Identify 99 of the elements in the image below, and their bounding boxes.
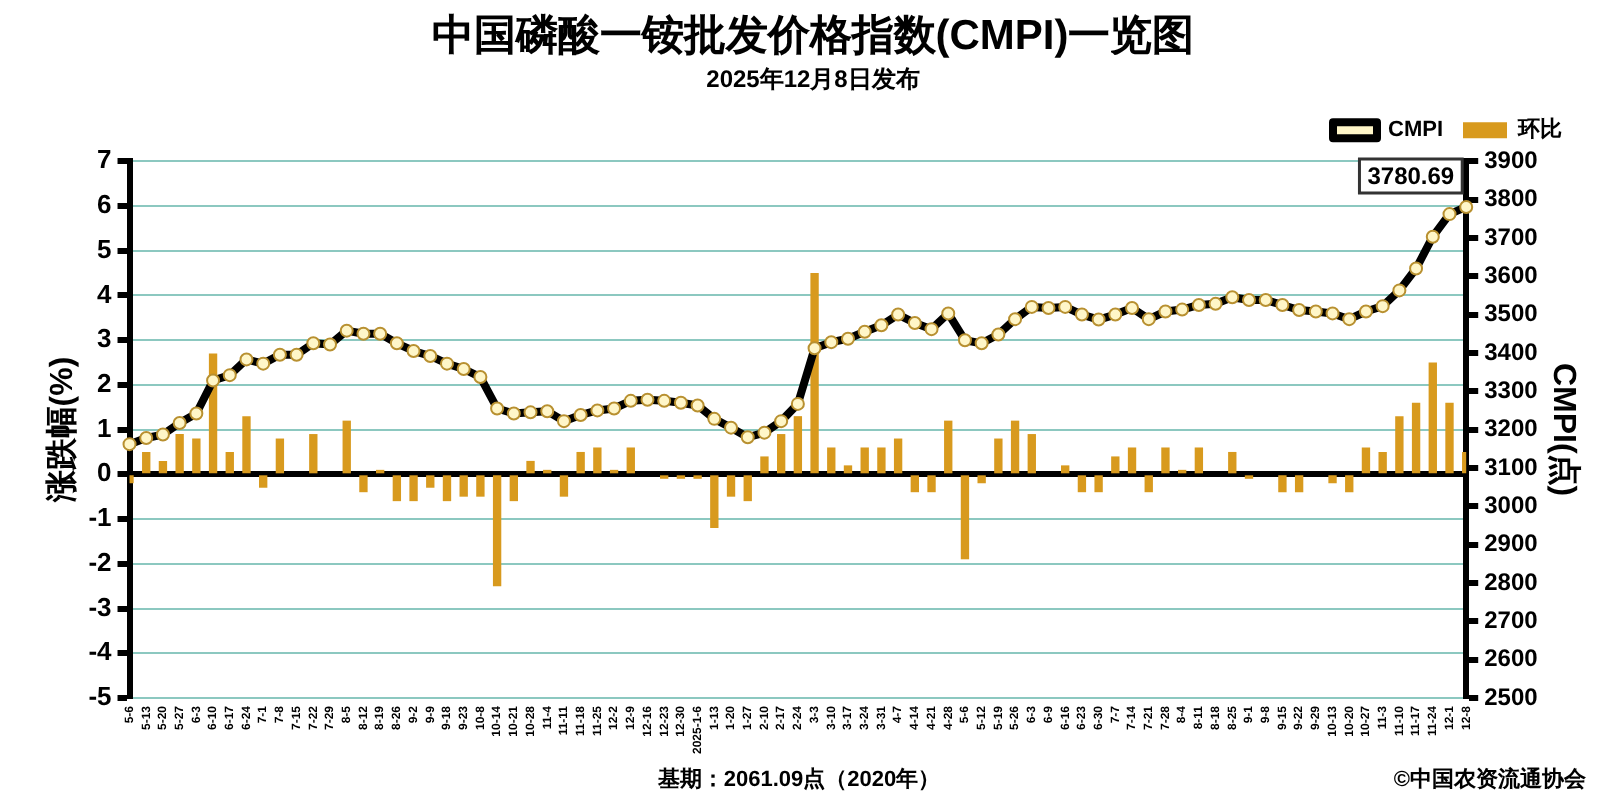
y2-tick-label: 3000 — [1484, 490, 1539, 519]
bar — [492, 475, 502, 587]
data-label: 3780.69 — [1367, 161, 1455, 190]
bar — [476, 475, 485, 497]
bar — [242, 416, 251, 474]
bar — [1111, 456, 1120, 474]
y2-tick-label: 2800 — [1484, 567, 1539, 596]
y-tick-label: 1 — [97, 412, 112, 443]
bar — [259, 475, 268, 488]
bar — [509, 475, 518, 502]
bar — [1161, 447, 1170, 474]
bar — [1445, 402, 1454, 474]
y2-tick-label: 3200 — [1484, 414, 1539, 443]
y2-tick-label: 2500 — [1484, 682, 1539, 711]
bar — [743, 475, 752, 502]
bar — [526, 460, 535, 474]
bar — [760, 456, 769, 474]
bar — [1278, 475, 1287, 493]
bar — [1061, 465, 1070, 474]
bar — [1077, 475, 1087, 493]
bar — [1378, 451, 1387, 474]
bar — [776, 434, 786, 474]
bar — [459, 475, 468, 497]
bar — [726, 475, 736, 497]
bar — [843, 465, 853, 474]
y2-tick-label: 2700 — [1484, 605, 1539, 634]
y2-tick-label: 3400 — [1484, 337, 1539, 366]
bar — [827, 447, 836, 474]
bar — [1127, 447, 1137, 474]
bar — [626, 447, 635, 474]
bar — [944, 420, 953, 474]
bar — [1328, 475, 1337, 484]
y-tick-label: -5 — [88, 681, 112, 712]
y-tick-label: 3 — [97, 323, 112, 354]
legend-label: 环比 — [1516, 116, 1562, 143]
y-tick-label: -1 — [88, 502, 112, 533]
bar — [442, 475, 452, 502]
bar — [994, 438, 1003, 474]
bar — [559, 475, 569, 497]
bar — [1411, 402, 1421, 474]
bar — [893, 438, 903, 474]
y2-tick-label: 3700 — [1484, 222, 1539, 251]
text: 基期：2061.09点（2020年） — [655, 766, 941, 793]
bar — [593, 447, 602, 474]
bar — [1294, 475, 1304, 493]
y-tick-label: 7 — [97, 144, 112, 175]
y-tick-label: -2 — [88, 546, 112, 577]
bar — [576, 451, 585, 474]
bar — [1194, 447, 1204, 474]
bar — [793, 416, 803, 474]
bar — [1027, 434, 1036, 474]
bar — [225, 451, 234, 474]
bar — [392, 475, 402, 502]
y-tick-label: 4 — [97, 278, 114, 309]
y2-tick-label: 3900 — [1484, 145, 1539, 174]
y2-tick-label: 3800 — [1484, 184, 1539, 213]
bar — [275, 438, 285, 474]
y2-tick-label: 2600 — [1484, 644, 1539, 673]
bar — [860, 447, 869, 474]
bar — [192, 438, 201, 474]
y2-tick-label: 3500 — [1484, 299, 1539, 328]
text: ©中国农资流通协会 — [1393, 766, 1588, 793]
bar — [359, 475, 368, 493]
y2-tick-label: 2900 — [1484, 529, 1539, 558]
bar — [1395, 416, 1404, 474]
bar — [710, 475, 719, 528]
bar — [142, 451, 151, 474]
bar — [877, 447, 886, 474]
bar — [1361, 447, 1371, 474]
y-tick-label: -4 — [88, 636, 114, 667]
bar — [960, 475, 970, 560]
y2-tick-label: 3300 — [1484, 375, 1539, 404]
bar — [342, 420, 351, 474]
y-tick-label: 0 — [97, 457, 112, 488]
chart-subtitle: 2025年12月8日发布 — [706, 65, 920, 94]
bar — [1345, 475, 1354, 493]
y-tick-label: 6 — [97, 189, 112, 220]
bar — [409, 475, 418, 502]
y-axis-title: 涨跌幅(%) — [44, 356, 81, 505]
bar — [1094, 475, 1103, 493]
y-tick-label: 2 — [97, 368, 112, 399]
y2-tick-label: 3100 — [1484, 452, 1539, 481]
bar — [158, 460, 168, 474]
chart-title: 中国磷酸一铵批发价格指数(CMPI)一览图 — [431, 12, 1195, 59]
y-tick-label: -3 — [88, 591, 112, 622]
bar — [309, 434, 318, 474]
bar — [426, 475, 435, 488]
bar — [175, 434, 184, 474]
y2-axis-title: CMPI(点) — [1545, 362, 1582, 497]
bar — [1428, 362, 1437, 474]
bar — [1010, 420, 1020, 474]
bar — [977, 475, 986, 484]
y-tick-label: 5 — [97, 233, 112, 264]
bar — [927, 475, 936, 493]
bar — [1144, 475, 1153, 493]
y2-tick-label: 3600 — [1484, 260, 1539, 289]
bar — [1228, 451, 1237, 474]
legend-label: CMPI — [1388, 118, 1443, 143]
bar — [910, 475, 919, 493]
